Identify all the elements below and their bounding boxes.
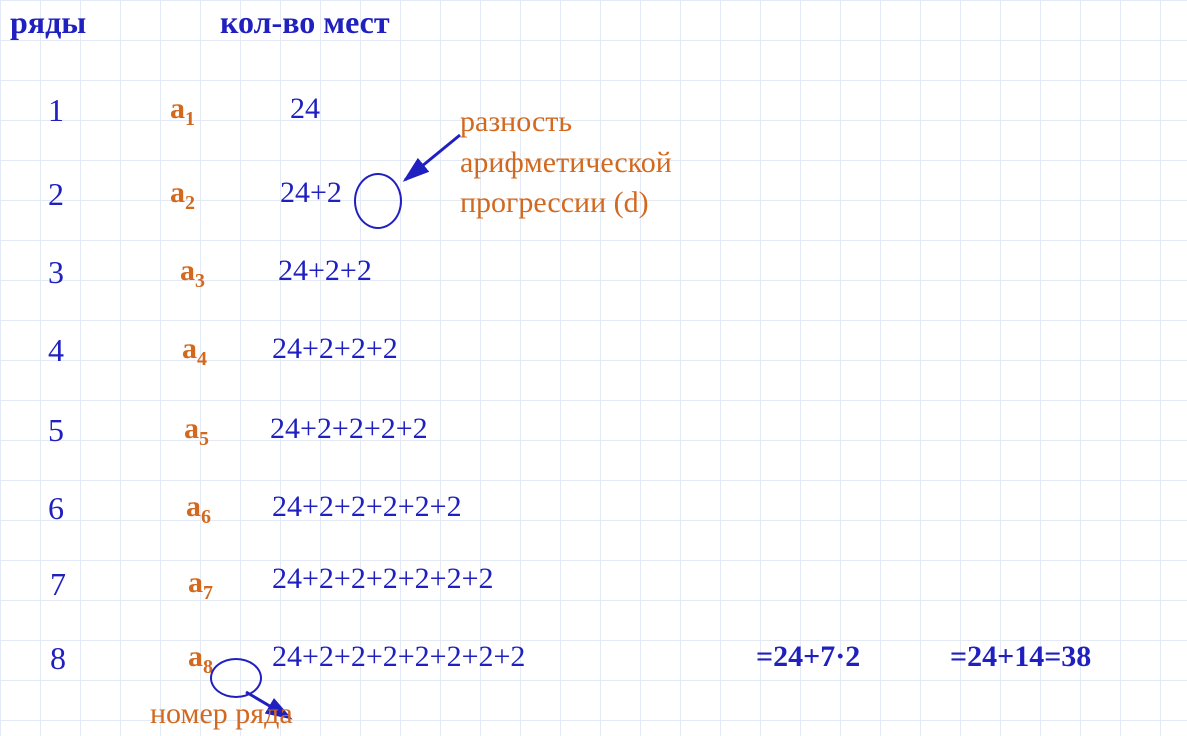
- annotation-row-number: номер ряда: [150, 694, 293, 735]
- graph-paper-canvas: ряды кол-во мест 1 a1 24 2 a2 24+2 3 a3 …: [0, 0, 1187, 736]
- arrow-to-row-number: [0, 0, 1187, 736]
